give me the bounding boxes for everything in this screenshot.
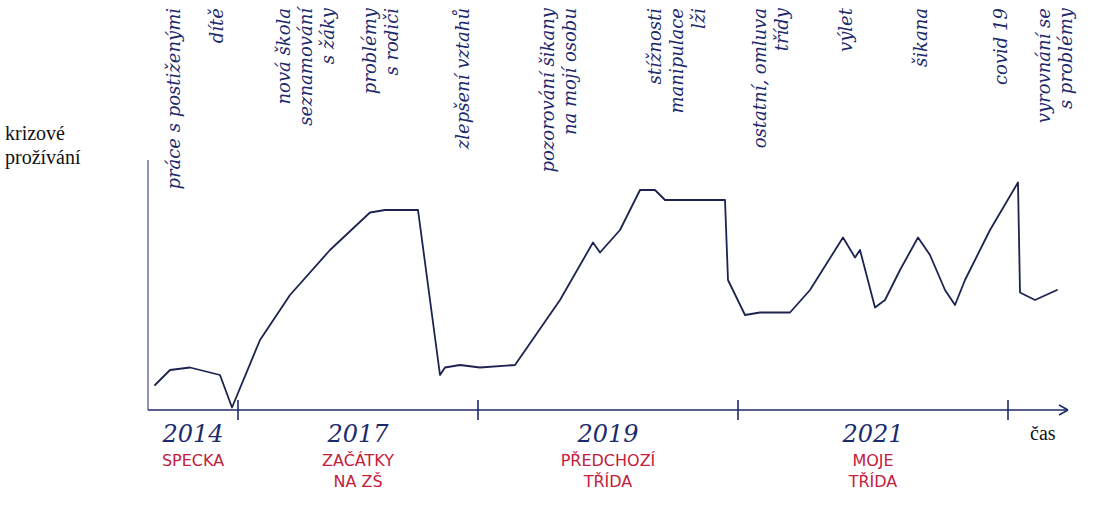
annotation: výlet — [835, 7, 856, 52]
period-tick — [477, 400, 479, 420]
period-name: MOJE — [852, 451, 893, 470]
x-axis-arrow — [1059, 405, 1068, 415]
annotation: covid 19 — [990, 8, 1011, 85]
annotation: s žáky — [317, 7, 338, 64]
plot — [155, 183, 1057, 408]
period-year: 2021 — [841, 420, 903, 448]
period-name: ZAČÁTKY — [322, 451, 394, 470]
period-tick — [1007, 400, 1009, 420]
y-axis-title: krizovéprožívání — [5, 122, 81, 169]
annotation: vyrovnání se — [1033, 8, 1054, 123]
x-axis — [148, 409, 1068, 411]
annotation: šikana — [910, 8, 931, 67]
chart: krizovéprožívání čas 2014 SPECKA 2017 ZAČÁTKY… — [0, 0, 1105, 507]
annotation: na mojí osobu — [559, 8, 580, 135]
x-axis-title: čas — [1030, 422, 1056, 444]
annotation: práce s postiženými — [163, 8, 184, 190]
annotation: třídy — [771, 7, 792, 51]
annotation: ostatní, omluva — [749, 8, 770, 148]
period-year: 2019 — [576, 420, 638, 448]
period-year: 2017 — [326, 420, 389, 448]
annotation: lži — [688, 8, 709, 29]
period-year: 2014 — [161, 420, 223, 448]
y-axis — [148, 160, 149, 410]
annotation: s problémy — [1055, 7, 1076, 109]
annotation: manipulace — [666, 8, 687, 114]
annotation: s rodiči — [381, 8, 402, 76]
annotation: seznamování — [295, 6, 316, 126]
annotation: problémy — [359, 7, 380, 94]
period-name: TŘÍDA — [583, 472, 633, 491]
period-name: NA ZŠ — [333, 472, 382, 491]
period-name: PŘEDCHOZÍ — [561, 451, 656, 470]
crisis-line — [155, 183, 1057, 408]
period-name: SPECKA — [162, 451, 224, 470]
annotation: nová škola — [273, 8, 294, 105]
period-tick — [237, 400, 239, 420]
annotation: stížnosti — [644, 8, 665, 84]
period-name: TŘÍDA — [848, 472, 898, 491]
annotation: zlepšení vztahů — [452, 8, 473, 150]
annotation: dítě — [206, 8, 227, 44]
annotation: pozorování šikany — [537, 7, 558, 172]
period-tick — [737, 400, 739, 420]
